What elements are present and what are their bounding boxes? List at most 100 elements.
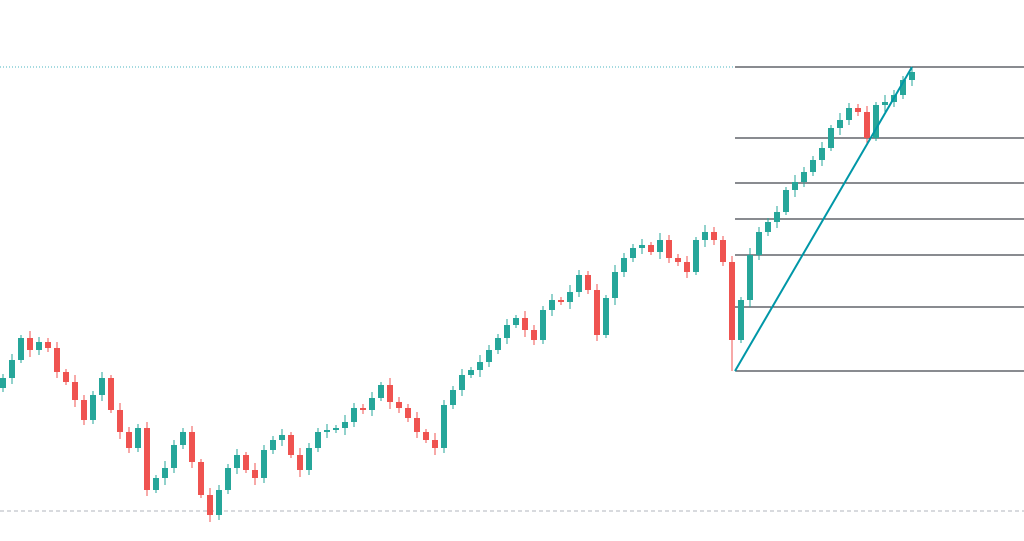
candle-body	[72, 382, 78, 400]
candle-body	[18, 338, 24, 360]
candle-body	[378, 385, 384, 398]
candle-body	[144, 428, 150, 490]
candle-body	[792, 182, 798, 190]
candle-body	[207, 495, 213, 515]
candle-body	[423, 432, 429, 440]
candle-body	[9, 360, 15, 378]
candle-body	[567, 292, 573, 302]
candle-body	[153, 478, 159, 490]
candle-body	[63, 372, 69, 382]
candle-body	[855, 108, 861, 112]
candle-body	[702, 232, 708, 240]
candle-body	[99, 378, 105, 395]
candle-body	[639, 245, 645, 248]
candle-body	[612, 272, 618, 298]
candle-body	[756, 232, 762, 255]
candle-body	[711, 232, 717, 240]
candle-body	[873, 105, 879, 138]
candle-body	[450, 390, 456, 405]
candle-body	[810, 160, 816, 172]
candle-body	[657, 240, 663, 252]
candle-body	[549, 300, 555, 310]
candle-body	[117, 410, 123, 432]
candle-body	[603, 298, 609, 335]
candle-body	[720, 240, 726, 262]
candle-body	[351, 408, 357, 422]
candle-body	[36, 342, 42, 350]
candle-body	[441, 405, 447, 448]
candle-body	[90, 395, 96, 420]
candle-body	[576, 275, 582, 292]
candle-body	[621, 258, 627, 272]
candle-body	[594, 290, 600, 335]
candle-body	[666, 240, 672, 258]
candle-body	[198, 462, 204, 495]
candle-body	[225, 468, 231, 490]
candle-body	[477, 362, 483, 370]
candle-body	[396, 402, 402, 408]
candle-body	[315, 432, 321, 448]
candle-body	[54, 348, 60, 372]
candle-body	[243, 455, 249, 470]
candle-body	[558, 300, 564, 302]
candle-body	[261, 450, 267, 478]
candle-body	[585, 275, 591, 290]
candle-body	[846, 108, 852, 120]
candle-body	[333, 428, 339, 430]
candle-body	[288, 435, 294, 455]
candle-body	[342, 422, 348, 428]
candle-body	[306, 448, 312, 470]
candle-body	[486, 350, 492, 362]
candle-body	[369, 398, 375, 410]
candle-body	[900, 80, 906, 95]
candle-body	[180, 432, 186, 445]
candle-body	[171, 445, 177, 468]
candle-body	[45, 342, 51, 348]
candle-body	[108, 378, 114, 410]
candle-body	[405, 408, 411, 418]
candle-body	[135, 428, 141, 448]
candle-body	[630, 248, 636, 258]
candle-body	[774, 212, 780, 222]
candle-body	[801, 172, 807, 182]
candle-body	[216, 490, 222, 515]
candle-body	[504, 325, 510, 338]
candle-body	[387, 385, 393, 402]
candle-body	[360, 408, 366, 410]
candle-body	[747, 255, 753, 300]
candle-body	[648, 245, 654, 252]
candle-body	[729, 262, 735, 340]
candle-body	[297, 455, 303, 470]
candle-body	[252, 470, 258, 478]
candle-body	[189, 432, 195, 462]
candle-body	[162, 468, 168, 478]
candle-body	[27, 338, 33, 350]
candle-body	[459, 375, 465, 390]
candle-body	[837, 120, 843, 128]
candle-body	[684, 262, 690, 272]
candle-body	[693, 240, 699, 272]
candle-body	[909, 72, 915, 80]
candle-body	[126, 432, 132, 448]
candle-body	[531, 330, 537, 340]
candle-body	[468, 370, 474, 375]
candle-body	[675, 258, 681, 262]
candle-body	[522, 318, 528, 330]
candle-body	[432, 440, 438, 448]
candle-body	[81, 400, 87, 420]
candle-body	[882, 102, 888, 105]
candle-body	[495, 338, 501, 350]
candle-body	[279, 435, 285, 440]
candle-body	[783, 190, 789, 212]
candle-body	[270, 440, 276, 450]
candle-body	[0, 378, 6, 388]
candle-body	[414, 418, 420, 432]
candle-body	[738, 300, 744, 340]
candle-body	[513, 318, 519, 325]
candle-body	[819, 148, 825, 160]
candle-body	[765, 222, 771, 232]
candle-body	[864, 112, 870, 138]
candle-body	[324, 430, 330, 432]
